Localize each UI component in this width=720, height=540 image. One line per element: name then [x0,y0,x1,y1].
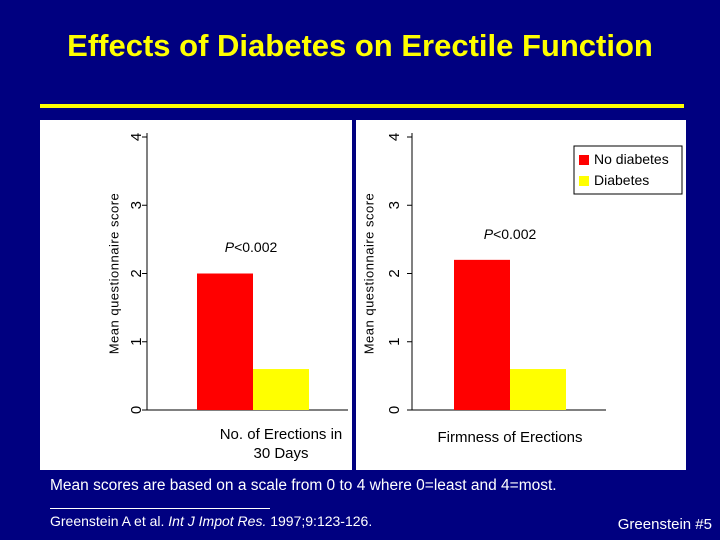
y-tick-label: 3 [386,201,403,209]
y-tick-label: 2 [386,269,403,277]
y-axis-title: Mean questionnaire score [106,193,121,355]
legend-entry: No diabetes [594,151,669,167]
bar-no-diabetes [197,273,253,410]
p-value: <0.002 [493,226,536,242]
footnote-divider [50,508,270,509]
chart-panel-firmness: 0 1 2 3 4 Mean questionnaire score P<0.002 Firm… [356,120,686,470]
y-tick-label: 3 [128,201,145,209]
bar-no-diabetes [454,259,510,410]
bar-diabetes [253,369,309,410]
x-category-label: No. of Erections in [220,426,343,443]
p-label: P [225,239,235,255]
slide-number: Greenstein #5 [617,516,712,533]
y-tick-label: 1 [386,338,403,346]
p-value-annotation: P<0.002 [484,226,537,242]
chart-erections-count: 0 1 2 3 4 Mean questionnaire score P<0.002 No. … [106,133,348,462]
chart-panel-erections: 0 1 2 3 4 Mean questionnaire score P<0.002 No. … [40,120,352,470]
title-underline [40,104,684,108]
legend-swatch [579,176,589,186]
p-value-annotation: P<0.002 [225,239,278,255]
x-category-label: Firmness of Erections [437,429,582,446]
legend-entry: Diabetes [594,172,649,188]
legend-swatch [579,155,589,165]
p-label: P [484,226,494,242]
x-category-label: 30 Days [253,445,308,462]
bar-diabetes [510,369,566,410]
citation-authors: Greenstein A et al. [50,513,165,529]
citation-journal: Int J Impot Res. [168,513,267,529]
citation: Greenstein A et al. Int J Impot Res. 199… [50,513,372,529]
y-tick-label: 2 [128,269,145,277]
legend-box [573,145,683,195]
y-axis-title: Mean questionnaire score [361,193,376,355]
p-value: <0.002 [234,239,277,255]
y-tick-label: 4 [386,133,403,141]
citation-details: 1997;9:123-126. [270,513,373,529]
y-tick-label: 1 [128,338,145,346]
scale-footnote: Mean scores are based on a scale from 0 … [50,477,557,494]
slide-title: Effects of Diabetes on Erectile Function [67,28,653,63]
y-tick-label: 4 [128,133,145,141]
y-tick-label: 0 [386,406,403,414]
y-tick-label: 0 [128,406,145,414]
chart-erection-firmness: 0 1 2 3 4 Mean questionnaire score P<0.002 Firm… [361,133,683,446]
